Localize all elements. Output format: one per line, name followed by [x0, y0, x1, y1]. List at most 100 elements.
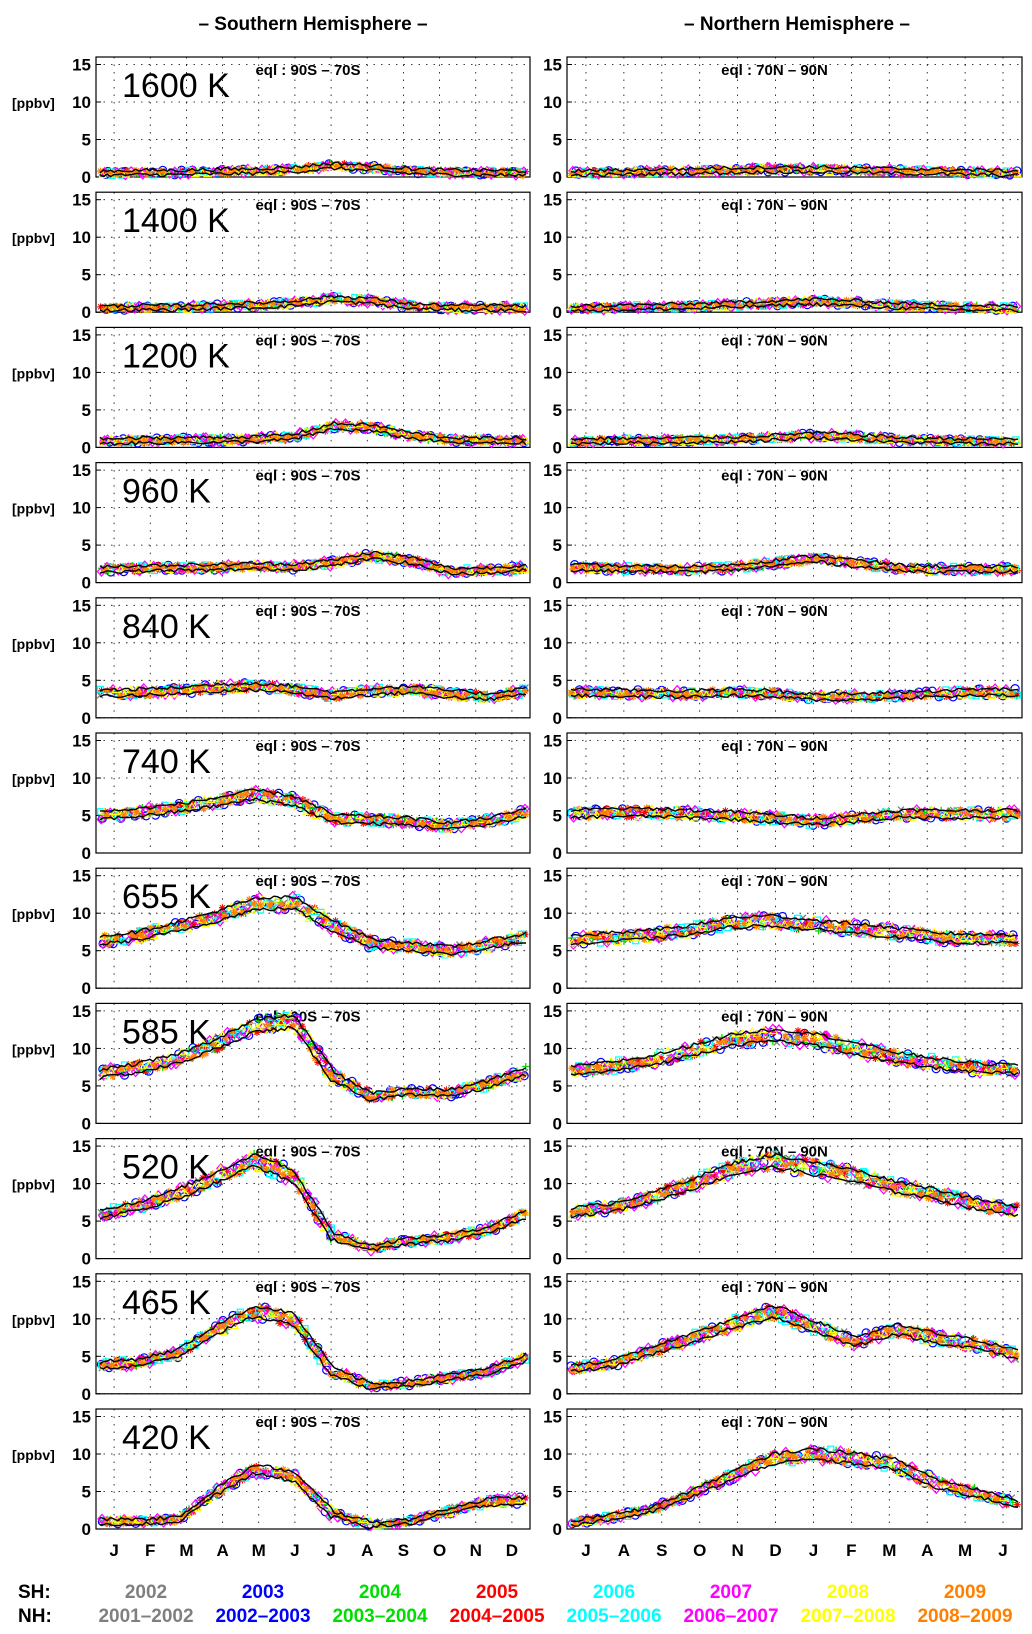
level-label: 960 K	[122, 473, 211, 511]
data-point	[823, 298, 834, 310]
data-point	[173, 302, 181, 310]
data-point	[402, 559, 410, 567]
data-point	[230, 167, 238, 175]
data-point	[494, 305, 502, 313]
eql-label: eql : 70N – 90N	[721, 468, 828, 485]
data-point	[100, 306, 108, 314]
data-point	[976, 305, 984, 313]
data-point	[372, 295, 380, 303]
eql-label: eql : 90S – 70S	[255, 738, 360, 755]
data-point	[946, 301, 954, 309]
data-point	[476, 304, 484, 312]
data-point	[170, 563, 178, 571]
data-point	[305, 165, 315, 173]
data-point	[862, 167, 870, 175]
eql-label: eql : 90S – 70S	[255, 468, 360, 485]
y-tick-label: 0	[553, 709, 562, 728]
eql-label: eql : 70N – 90N	[721, 62, 828, 79]
data-point	[617, 692, 625, 700]
y-tick-label: 15	[72, 461, 91, 480]
data-point	[589, 302, 597, 310]
data-point	[260, 301, 268, 309]
data-point	[855, 300, 863, 308]
data-point	[993, 167, 1001, 175]
data-point	[643, 299, 654, 311]
eql-label: eql : 90S – 70S	[255, 62, 360, 79]
unit-label: [ppbv]	[12, 771, 55, 787]
data-point	[614, 169, 622, 177]
mean-lines	[99, 294, 527, 313]
data-point	[918, 166, 926, 174]
y-tick-label: 15	[543, 732, 562, 751]
data-point	[650, 168, 658, 176]
data-point	[753, 165, 761, 173]
y-tick-label: 15	[543, 326, 562, 345]
data-point	[595, 305, 603, 313]
y-tick-label: 5	[82, 671, 91, 690]
data-point	[611, 305, 619, 313]
data-point	[284, 162, 294, 174]
data-point	[338, 163, 346, 171]
data-point	[883, 165, 891, 173]
data-point	[109, 302, 117, 310]
data-point	[357, 692, 365, 700]
data-point	[662, 305, 670, 313]
y-tick-label: 5	[82, 131, 91, 150]
data-point	[249, 169, 257, 177]
mean-line	[99, 166, 527, 178]
data-point	[687, 169, 695, 177]
data-point	[320, 296, 329, 305]
level-label: 1600 K	[122, 67, 230, 105]
grid	[96, 192, 530, 313]
data-point	[714, 300, 722, 308]
data-point	[182, 304, 190, 312]
y-tick-label: 10	[543, 93, 562, 112]
data-point	[188, 168, 196, 176]
data-point	[202, 301, 210, 309]
data-point	[369, 297, 377, 305]
data-point	[386, 302, 394, 310]
data-point	[840, 166, 850, 178]
data-point	[1011, 168, 1019, 176]
data-point	[928, 168, 936, 176]
y-tick-label: 0	[553, 168, 562, 187]
data-point	[399, 298, 407, 306]
data-point	[939, 303, 947, 311]
data-point	[432, 305, 440, 313]
data-point	[689, 303, 700, 315]
data-point	[225, 170, 233, 178]
mean-line	[99, 294, 527, 309]
panel-grid: 0 5 10 15 [ppbv] 1600 K eql : 90S – 70S 0 5 10 15 e…	[12, 56, 1023, 1539]
data-point	[281, 168, 289, 176]
unit-label: [ppbv]	[12, 365, 55, 381]
data-point	[462, 302, 470, 310]
data-point	[672, 302, 680, 310]
data-point	[342, 296, 350, 304]
mean-lines	[99, 161, 527, 178]
y-tick-label: 0	[82, 844, 91, 863]
data-point	[892, 299, 900, 307]
unit-label: [ppbv]	[12, 230, 55, 246]
data-point	[787, 301, 795, 309]
y-tick-label: 0	[82, 438, 91, 457]
data-point	[390, 296, 401, 308]
data-point	[96, 167, 104, 175]
data-point	[452, 166, 460, 174]
data-point	[842, 300, 850, 308]
data-point	[933, 299, 943, 311]
data-point	[496, 169, 504, 177]
data-point	[326, 162, 336, 171]
header-southern: – Southern Hemisphere –	[198, 14, 427, 35]
data-point	[601, 168, 609, 176]
data-point	[962, 301, 971, 309]
mean-line	[570, 301, 1019, 313]
data-point	[736, 303, 744, 311]
data-point	[269, 300, 277, 308]
y-tick-label: 10	[543, 363, 562, 382]
mean-lines	[570, 164, 1019, 178]
data-point	[802, 297, 810, 305]
data-point	[124, 306, 132, 314]
